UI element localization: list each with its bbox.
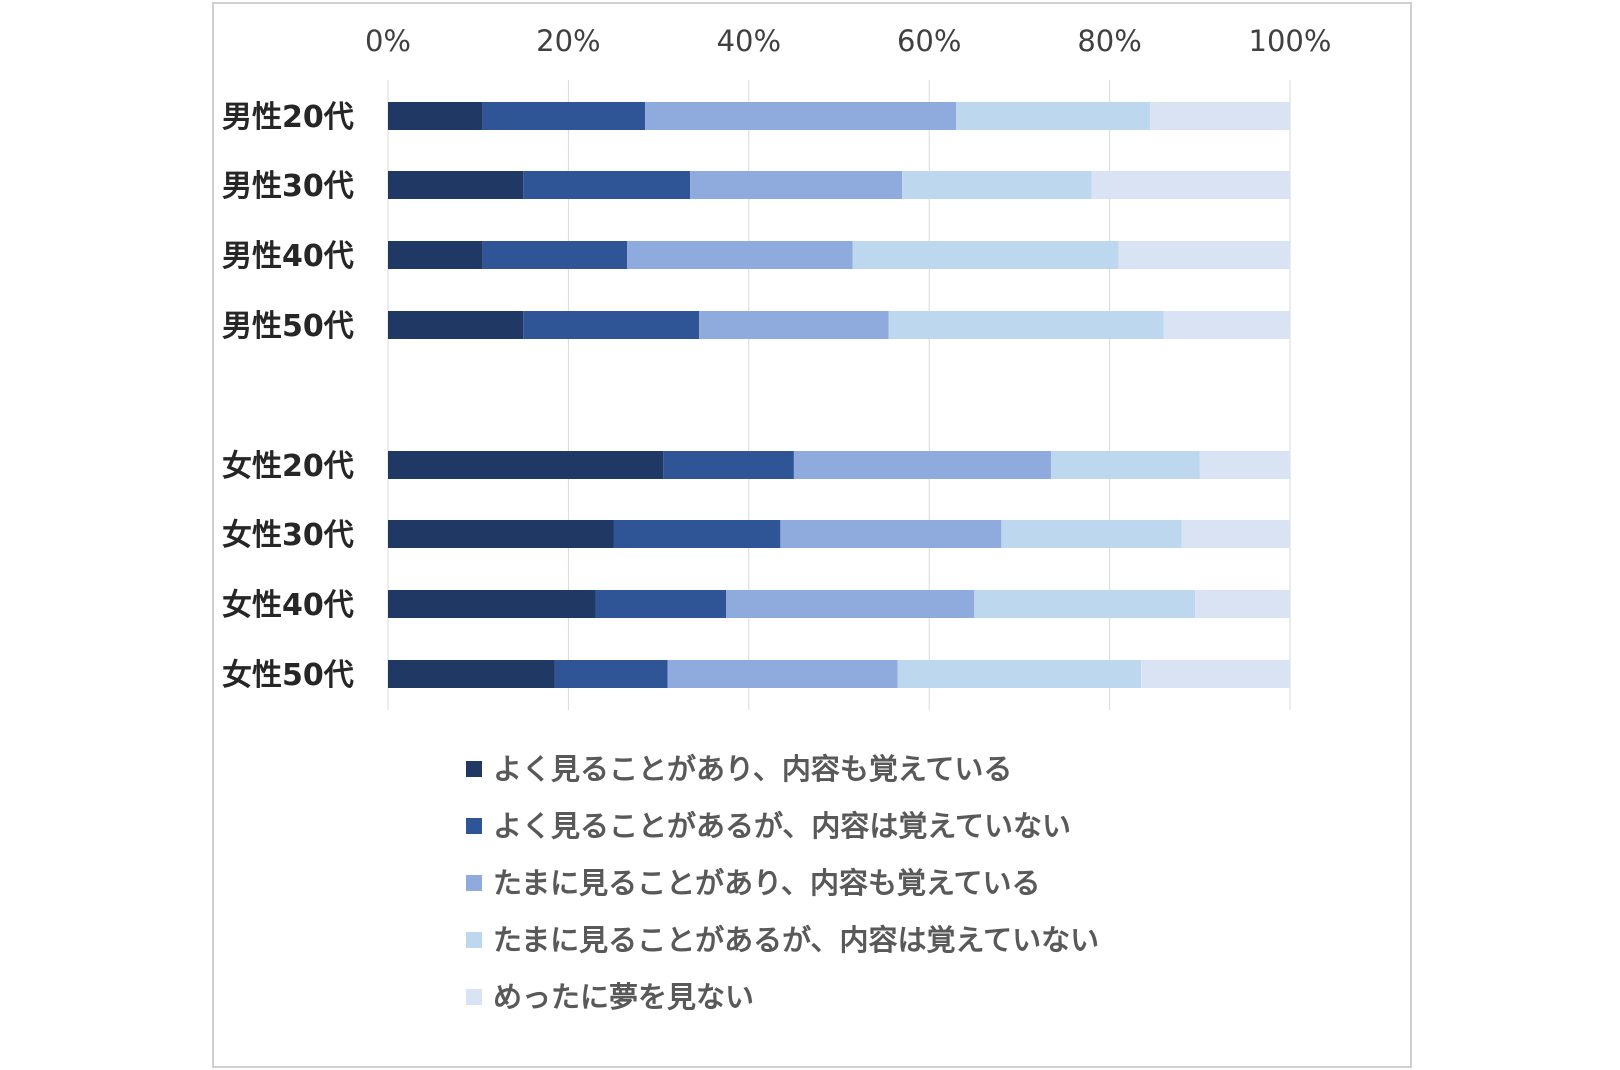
x-axis-tick-labels: 0% 20% 40% 60% 80% 100% [365, 24, 1331, 58]
category-label: 女性50代 [222, 658, 354, 693]
bar-segment [388, 590, 596, 618]
stacked-bar-chart: 0% 20% 40% 60% 80% 100% 男性20代男性30代男性40代男性50代女… [222, 24, 1331, 1014]
legend-swatch [466, 932, 482, 948]
bar-segment [645, 102, 957, 130]
bar-segment [1181, 520, 1290, 548]
bar-segment [667, 660, 898, 688]
legend-swatch [466, 761, 482, 777]
bar-segment [523, 171, 691, 199]
x-tick-label: 80% [1077, 24, 1141, 58]
bar-segment [1141, 660, 1290, 688]
category-label: 男性20代 [222, 100, 354, 135]
bar-segment [388, 451, 664, 479]
legend: よく見ることがあり、内容も覚えているよく見ることがあるが、内容は覚えていないたま… [466, 752, 1099, 1014]
bar-segment [1001, 520, 1182, 548]
category-label: 男性40代 [222, 239, 354, 274]
x-tick-label: 40% [717, 24, 781, 58]
bar-segment [613, 520, 781, 548]
bar-segment [482, 241, 628, 269]
bar-segment [388, 660, 555, 688]
bar-segment [388, 102, 483, 130]
bar-segment [1163, 311, 1290, 339]
bar-segment [388, 171, 524, 199]
bar-segment [1091, 171, 1290, 199]
legend-label: よく見ることがあり、内容も覚えている [493, 752, 1012, 786]
chart-frame: 0% 20% 40% 60% 80% 100% 男性20代男性30代男性40代男性50代女… [212, 2, 1412, 1068]
bar-segment [1195, 590, 1290, 618]
bar-segment [974, 590, 1196, 618]
bar-segment [1118, 241, 1290, 269]
bar-segments [388, 102, 1290, 688]
legend-swatch [466, 989, 482, 1005]
bar-segment [388, 311, 524, 339]
bar-segment [690, 171, 903, 199]
bar-segment [523, 311, 700, 339]
bar-segment [482, 102, 646, 130]
category-label: 女性20代 [222, 449, 354, 484]
legend-label: たまに見ることがあるが、内容は覚えていない [493, 923, 1099, 957]
bar-segment [726, 590, 975, 618]
bar-segment [956, 102, 1151, 130]
legend-label: たまに見ることがあり、内容も覚えている [493, 866, 1041, 900]
bar-segment [554, 660, 668, 688]
category-label: 女性30代 [222, 518, 354, 553]
bar-segment [627, 241, 853, 269]
bar-segment [699, 311, 889, 339]
bar-segment [902, 171, 1092, 199]
bar-segment [888, 311, 1164, 339]
bar-segment [1199, 451, 1290, 479]
bar-segment [1150, 102, 1290, 130]
bar-segment [663, 451, 794, 479]
bar-segment [852, 241, 1119, 269]
category-label: 女性40代 [222, 588, 354, 623]
category-label: 男性50代 [222, 309, 354, 344]
x-tick-label: 20% [536, 24, 600, 58]
x-tick-label: 60% [897, 24, 961, 58]
bar-segment [1050, 451, 1200, 479]
legend-swatch [466, 818, 482, 834]
legend-label: よく見ることがあるが、内容は覚えていない [493, 809, 1071, 843]
legend-label: めったに夢を見ない [493, 980, 754, 1014]
legend-swatch [466, 875, 482, 891]
bar-segment [793, 451, 1051, 479]
category-label: 男性30代 [222, 169, 354, 204]
bar-segment [388, 520, 614, 548]
bar-segment [780, 520, 1002, 548]
x-tick-label: 100% [1249, 24, 1332, 58]
bar-segment [595, 590, 727, 618]
bar-segment [388, 241, 483, 269]
x-tick-label: 0% [365, 24, 411, 58]
bar-segment [897, 660, 1142, 688]
